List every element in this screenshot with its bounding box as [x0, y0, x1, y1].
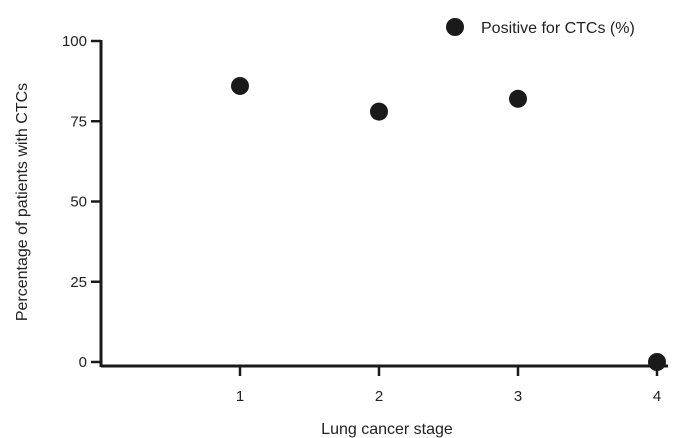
legend: Positive for CTCs (%) [446, 18, 635, 37]
y-tick-label: 25 [70, 274, 87, 291]
y-tick-label: 50 [70, 194, 87, 211]
x-tick-label: 3 [514, 388, 522, 405]
data-point [231, 76, 249, 95]
data-points [231, 76, 666, 371]
data-point [509, 89, 527, 108]
x-tick-label: 4 [653, 388, 661, 405]
y-tick-label: 100 [62, 33, 87, 50]
y-axis-label: Percentage of patients with CTCs [14, 83, 31, 321]
x-axis-label: Lung cancer stage [321, 421, 453, 438]
x-tick-label: 1 [236, 388, 244, 405]
y-ticks: 0 25 50 75 100 [62, 33, 101, 371]
y-tick-label: 0 [79, 354, 87, 371]
x-ticks: 1 2 3 4 [236, 366, 661, 405]
legend-label: Positive for CTCs (%) [481, 20, 635, 37]
legend-marker [446, 18, 464, 36]
axes [99, 40, 668, 368]
y-tick-label: 75 [70, 113, 87, 130]
data-point [370, 102, 388, 121]
data-point [648, 353, 666, 371]
x-tick-label: 2 [375, 388, 383, 405]
